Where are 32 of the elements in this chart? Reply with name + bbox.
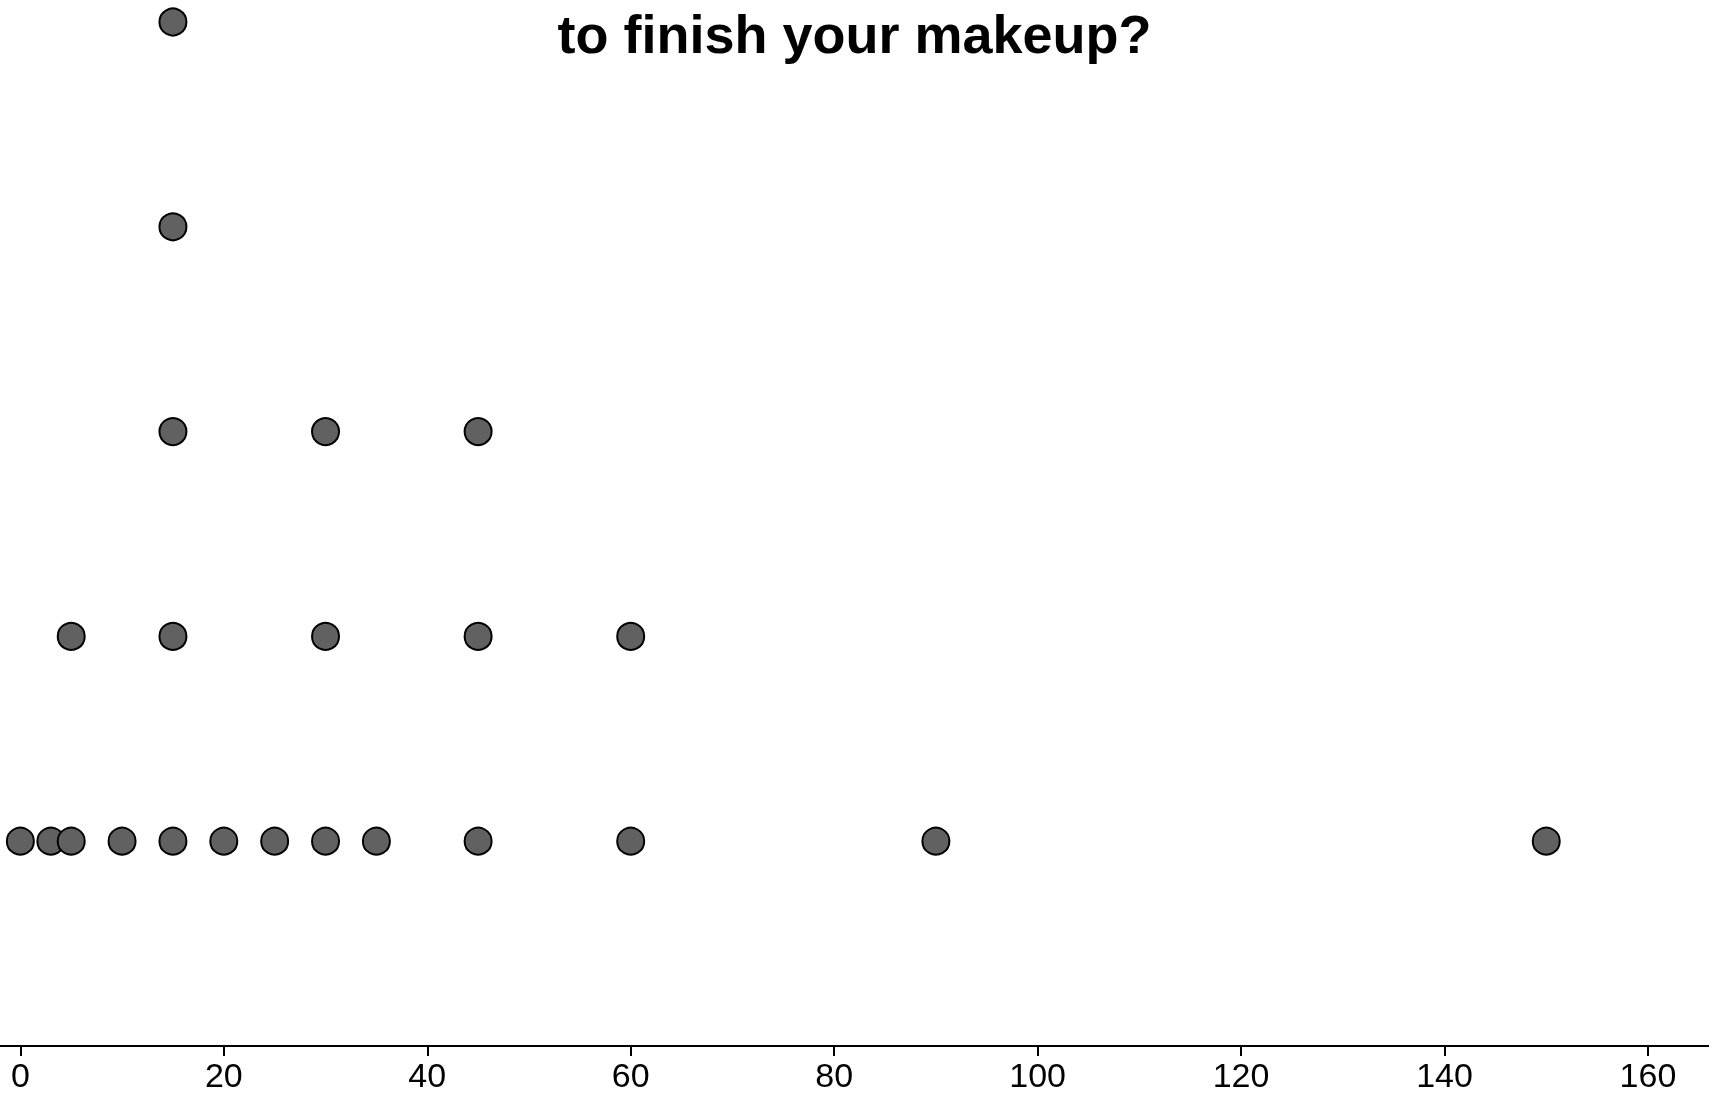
x-tick-label: 120: [1212, 1056, 1270, 1094]
point: [463, 826, 493, 856]
point: [56, 621, 86, 651]
point: [921, 826, 951, 856]
point: [260, 826, 290, 856]
point: [1531, 826, 1561, 856]
point: [158, 212, 188, 242]
x-tick-label: 20: [204, 1056, 243, 1094]
point: [311, 826, 341, 856]
point: [361, 826, 391, 856]
point: [158, 7, 188, 37]
point: [158, 621, 188, 651]
point: [158, 417, 188, 447]
point: [5, 826, 35, 856]
x-tick-label: 60: [611, 1056, 650, 1094]
point: [107, 826, 137, 856]
x-tick-label: 100: [1009, 1056, 1066, 1094]
point: [158, 826, 188, 856]
x-tick-label: 80: [815, 1056, 854, 1094]
x-tick-label: 160: [1619, 1056, 1677, 1094]
point: [311, 621, 341, 651]
point: [616, 621, 646, 651]
point: [463, 621, 493, 651]
x-tick-label: 140: [1416, 1056, 1473, 1094]
chart-title: to finish your makeup?: [557, 4, 1152, 64]
point: [209, 826, 239, 856]
x-tick-label: 0: [10, 1056, 30, 1094]
point: [463, 417, 493, 447]
point: [56, 826, 86, 856]
point: [311, 417, 341, 447]
x-tick-label: 40: [408, 1056, 447, 1094]
point: [616, 826, 646, 856]
